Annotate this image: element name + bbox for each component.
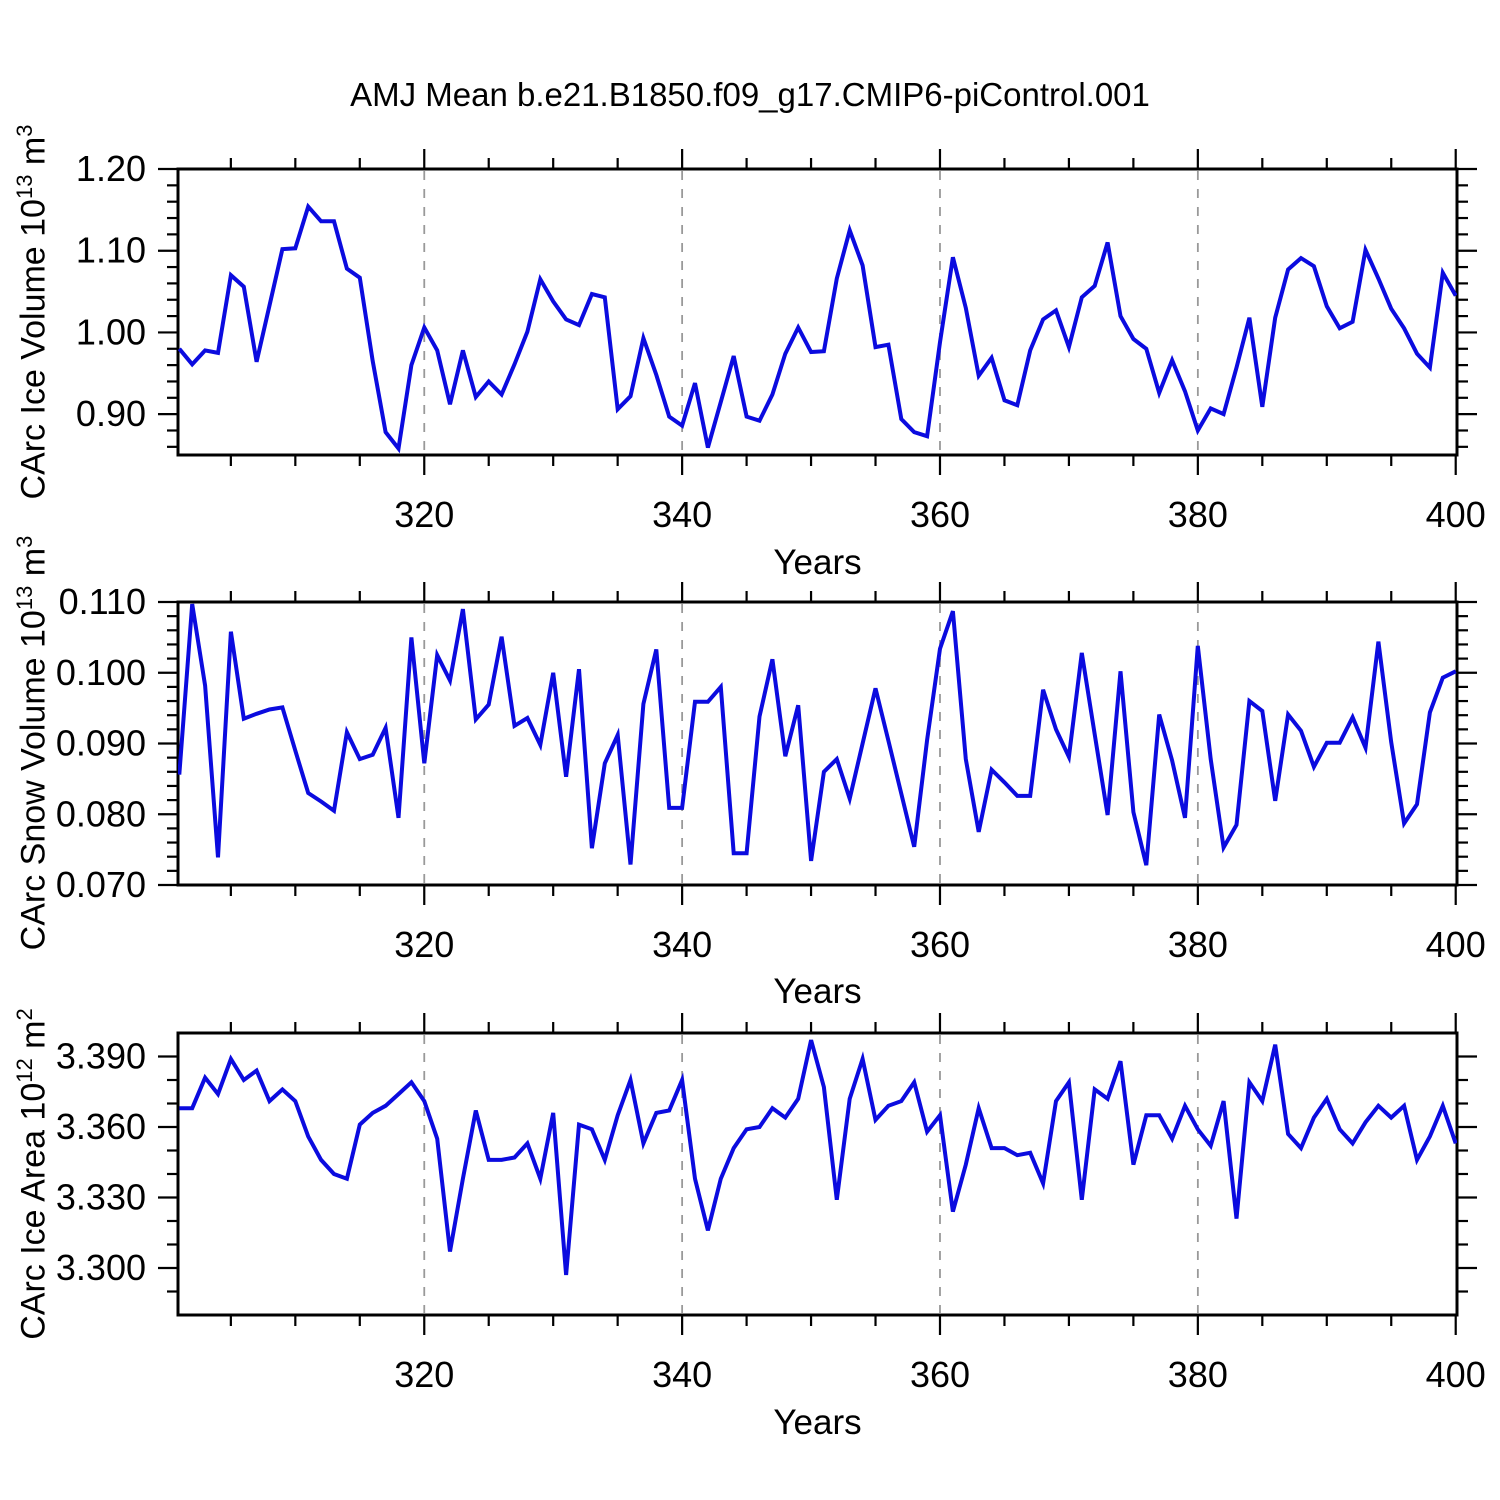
y-axis-title-ice-volume: CArc Ice Volume 1013 m3 — [12, 124, 54, 500]
panel-1-ticks — [158, 149, 1477, 475]
panel-2-chart: 0.070 0.080 0.090 0.100 0.110 320 340 360 380 400 — [56, 581, 1486, 965]
panel-1-chart: 0.90 1.00 1.10 1.20 320 340 360 380 400 — [76, 148, 1486, 535]
y-tick-label: 3.300 — [56, 1247, 146, 1288]
panel-3-frame — [176, 1031, 1459, 1317]
y-tick-label: 0.090 — [56, 723, 146, 764]
y-axis-title-text: CArc Snow Volume 10 — [14, 610, 53, 951]
y-tick-label: 3.390 — [56, 1036, 146, 1077]
y-axis-title-text: CArc Ice Volume 10 — [14, 199, 53, 500]
x-tick-label: 320 — [394, 494, 454, 535]
y-tick-label: 0.90 — [76, 393, 146, 434]
x-tick-label: 400 — [1426, 494, 1486, 535]
x-axis-label-panel-2: Years — [773, 972, 862, 1011]
y-axis-title-superscript: 13 — [12, 585, 38, 611]
y-tick-label: 1.00 — [76, 311, 146, 352]
panel-2-tick-labels: 0.070 0.080 0.090 0.100 0.110 320 340 360 380 400 — [56, 581, 1486, 965]
y-tick-label: 3.360 — [56, 1106, 146, 1147]
y-tick-label: 3.330 — [56, 1177, 146, 1218]
y-tick-label: 1.10 — [76, 230, 146, 271]
y-tick-label: 0.070 — [56, 864, 146, 905]
panel-1-tick-labels: 0.90 1.00 1.10 1.20 320 340 360 380 400 — [76, 148, 1486, 535]
y-axis-title-superscript: 3 — [12, 124, 38, 137]
panel-1-frame — [176, 167, 1459, 457]
y-tick-label: 1.20 — [76, 148, 146, 189]
y-axis-title-superscript: 3 — [12, 535, 38, 548]
panel-3-data-line — [179, 1039, 1457, 1276]
x-tick-label: 360 — [910, 924, 970, 965]
x-tick-label: 320 — [394, 1354, 454, 1395]
x-tick-label: 360 — [910, 1354, 970, 1395]
x-tick-label: 380 — [1168, 1354, 1228, 1395]
y-tick-label: 0.110 — [59, 581, 146, 622]
x-tick-label: 400 — [1426, 924, 1486, 965]
x-tick-label: 340 — [652, 924, 712, 965]
panel-3-tick-labels: 3.300 3.330 3.360 3.390 320 340 360 380 400 — [56, 1036, 1486, 1396]
y-tick-label: 0.080 — [56, 793, 146, 834]
x-tick-label: 340 — [652, 494, 712, 535]
x-tick-label: 380 — [1168, 494, 1228, 535]
y-axis-title-text: m — [14, 1020, 53, 1059]
panel-1-gridlines — [423, 171, 1199, 453]
x-axis-label-panel-1: Years — [773, 543, 862, 582]
y-axis-title-text: m — [14, 547, 53, 586]
y-axis-title-snow-volume: CArc Snow Volume 1013 m3 — [12, 535, 54, 951]
x-tick-label: 400 — [1426, 1354, 1486, 1395]
figure-title: AMJ Mean b.e21.B1850.f09_g17.CMIP6-piCon… — [350, 76, 1150, 113]
x-tick-label: 340 — [652, 1354, 712, 1395]
panel-3-chart: 3.300 3.330 3.360 3.390 320 340 360 380 400 — [56, 1013, 1486, 1395]
y-tick-label: 0.100 — [56, 652, 146, 693]
panel-1-data-line — [178, 202, 1457, 454]
x-axis-label-panel-3: Years — [773, 1403, 862, 1442]
y-axis-title-superscript: 13 — [12, 174, 38, 200]
y-axis-title-superscript: 2 — [12, 1008, 38, 1021]
x-tick-label: 360 — [910, 494, 970, 535]
y-axis-title-text: m — [14, 136, 53, 175]
y-axis-title-text: CArc Ice Area 10 — [14, 1082, 53, 1340]
x-tick-label: 380 — [1168, 924, 1228, 965]
panel-2-frame — [176, 600, 1459, 887]
x-tick-label: 320 — [394, 924, 454, 965]
panel-3-ticks — [158, 1013, 1477, 1335]
y-axis-title-superscript: 12 — [12, 1058, 38, 1083]
panel-2-data-line — [178, 603, 1457, 866]
y-axis-title-ice-area: CArc Ice Area 1012 m2 — [12, 1008, 54, 1340]
panel-2-ticks — [158, 582, 1477, 905]
